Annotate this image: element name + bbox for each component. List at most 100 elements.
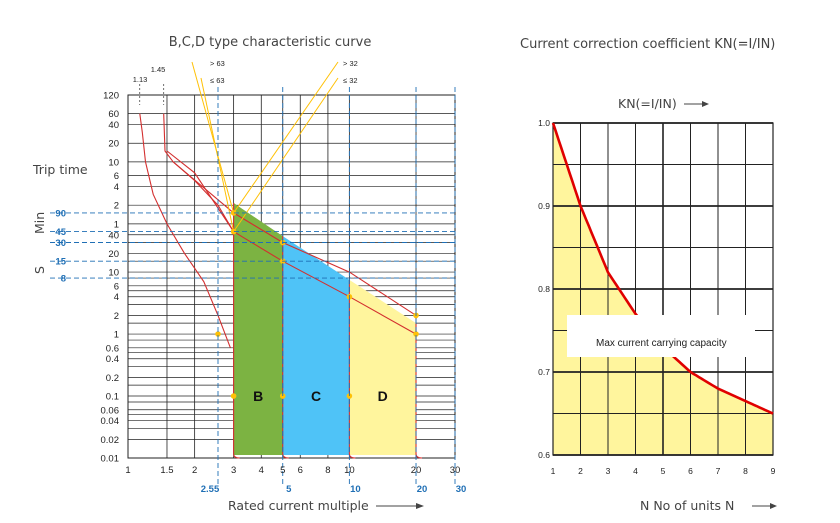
right-chart: Max current carrying capacity 1 2 3 4 5 6 7 8 9 1.… — [538, 118, 775, 476]
left-x-blue-label-2: 10 — [350, 484, 361, 495]
curve-c-d-upper — [166, 150, 417, 335]
marker-point-10 — [346, 393, 353, 399]
x-axis-arrowhead-left — [416, 503, 424, 509]
left-min-tick-label-7: 2 — [114, 201, 119, 212]
annot-line-0 — [191, 61, 235, 214]
annotation-5: ≤ 32 — [343, 76, 358, 85]
left-chart-title: B,C,D type characteristic curve — [169, 35, 372, 50]
left-x-tick-label-0: 1 — [125, 465, 130, 476]
left-x-tick-label-9: 20 — [411, 465, 422, 476]
left-x-tick-label-1: 1.5 — [160, 465, 173, 476]
left-zones — [233, 203, 417, 455]
blue-mark-label-1: 45 — [55, 227, 66, 238]
left-x-tick-label-3: 3 — [231, 465, 236, 476]
annotation-4: > 32 — [343, 59, 358, 68]
y-unit-sec: S — [32, 266, 47, 274]
x-axis-arrowhead-right — [770, 503, 777, 509]
right-x-tick-label-1: 2 — [578, 466, 583, 476]
zone-d-area — [349, 279, 417, 455]
curve-zone-edge-0 — [233, 203, 240, 459]
left-x-blue-label-0: 2.55 — [201, 484, 220, 495]
annotation-0: 1.13 — [133, 75, 148, 84]
right-y-tick-label-2: 0.8 — [538, 284, 550, 294]
annotation-1: 1.45 — [151, 65, 166, 74]
left-x-tick-label-5: 5 — [280, 465, 285, 476]
left-sec-tick-label-6: 1 — [114, 330, 119, 341]
right-x-tick-label-2: 3 — [606, 466, 611, 476]
x-axis-label-left: Rated current multiple — [228, 498, 369, 513]
annot-line-1 — [200, 77, 235, 232]
left-sec-tick-label-14: 0.01 — [101, 454, 120, 465]
right-chart-title: Current correction coefficient KN(=I/IN) — [520, 37, 775, 52]
blue-mark-label-4: 8 — [61, 274, 66, 285]
left-sec-tick-label-10: 0.1 — [106, 392, 119, 403]
left-x-blue-label-3: 20 — [417, 484, 428, 495]
left-sec-tick-label-1: 20 — [108, 249, 119, 260]
right-y-tick-label-0: 1.0 — [538, 118, 550, 128]
y-axis-label-trip-time: Trip time — [32, 162, 88, 177]
marker-point-9 — [279, 393, 286, 399]
right-x-tick-label-3: 4 — [633, 466, 638, 476]
right-y-tick-label-4: 0.6 — [538, 450, 550, 460]
marker-point-6 — [413, 331, 419, 337]
zone-d-label: D — [378, 388, 388, 404]
annot-line-3 — [233, 77, 339, 232]
right-x-tick-label-8: 9 — [771, 466, 776, 476]
left-x-blue-label-4: 30 — [456, 484, 467, 495]
left-min-tick-label-3: 20 — [108, 139, 119, 150]
left-x-tick-label-7: 8 — [325, 465, 330, 476]
right-y-tick-label-1: 0.9 — [538, 201, 550, 211]
left-sec-tick-label-3: 6 — [114, 281, 119, 292]
left-min-tick-label-6: 4 — [114, 182, 119, 193]
left-min-tick-label-8: 1 — [114, 219, 119, 230]
left-sec-tick-label-13: 0.02 — [101, 435, 120, 446]
blue-mark-label-2: 30 — [55, 238, 66, 249]
annotation-3: ≤ 63 — [210, 76, 225, 85]
curve-zone-edge-3 — [415, 323, 423, 459]
left-min-tick-label-5: 6 — [114, 171, 119, 182]
annotation-2: > 63 — [210, 59, 225, 68]
left-dashes — [50, 84, 456, 484]
x-axis-label-right: N No of units N — [640, 498, 734, 513]
left-sec-tick-label-8: 0.4 — [106, 354, 119, 365]
curve-zone-edge-2 — [348, 279, 356, 459]
right-axis-label-kn: KN(=I/IN) — [618, 96, 677, 111]
left-min-tick-label-0: 120 — [103, 91, 119, 102]
left-min-tick-label-4: 10 — [108, 157, 119, 168]
left-x-tick-label-2: 2 — [192, 465, 197, 476]
curve-thermal-upper — [163, 113, 235, 232]
right-annotation-box — [567, 315, 755, 357]
left-plot-frame — [127, 94, 456, 459]
left-sec-tick-label-2: 10 — [108, 268, 119, 279]
right-x-tick-label-5: 6 — [688, 466, 693, 476]
right-y-tick-label-3: 0.7 — [538, 367, 550, 377]
right-axis-arrowhead — [702, 101, 709, 107]
curve-thermal-lower — [139, 113, 231, 348]
left-sec-tick-label-7: 0.6 — [106, 343, 119, 354]
zone-b-area — [233, 203, 283, 455]
zone-c-label: C — [311, 388, 321, 404]
left-min-tick-label-1: 60 — [108, 109, 119, 120]
right-x-tick-label-4: 5 — [661, 466, 666, 476]
left-min-tick-label-2: 40 — [108, 120, 119, 131]
marker-point-7 — [215, 331, 221, 337]
left-sec-tick-label-0: 40 — [108, 230, 119, 241]
zone-b-label: B — [253, 388, 263, 404]
left-x-tick-label-4: 4 — [259, 465, 264, 476]
left-x-tick-label-8: 10 — [344, 465, 355, 476]
right-plot-frame — [552, 122, 774, 456]
left-sec-tick-label-12: 0.04 — [101, 416, 120, 427]
left-x-tick-label-6: 6 — [298, 465, 303, 476]
left-sec-tick-label-11: 0.06 — [101, 405, 120, 416]
right-annotation-text: Max current carrying capacity — [596, 338, 727, 349]
left-x-blue-label-1: 5 — [286, 484, 292, 495]
left-sec-tick-label-4: 4 — [114, 292, 119, 303]
annot-line-2 — [233, 61, 339, 214]
left-labels: 12060402010642140201064210.60.40.20.10.0… — [55, 59, 466, 495]
blue-mark-label-3: 15 — [55, 257, 66, 268]
right-x-tick-label-0: 1 — [551, 466, 556, 476]
left-sec-tick-label-5: 2 — [114, 311, 119, 322]
left-x-tick-label-10: 30 — [450, 465, 461, 476]
blue-mark-label-0: 90 — [55, 208, 66, 219]
